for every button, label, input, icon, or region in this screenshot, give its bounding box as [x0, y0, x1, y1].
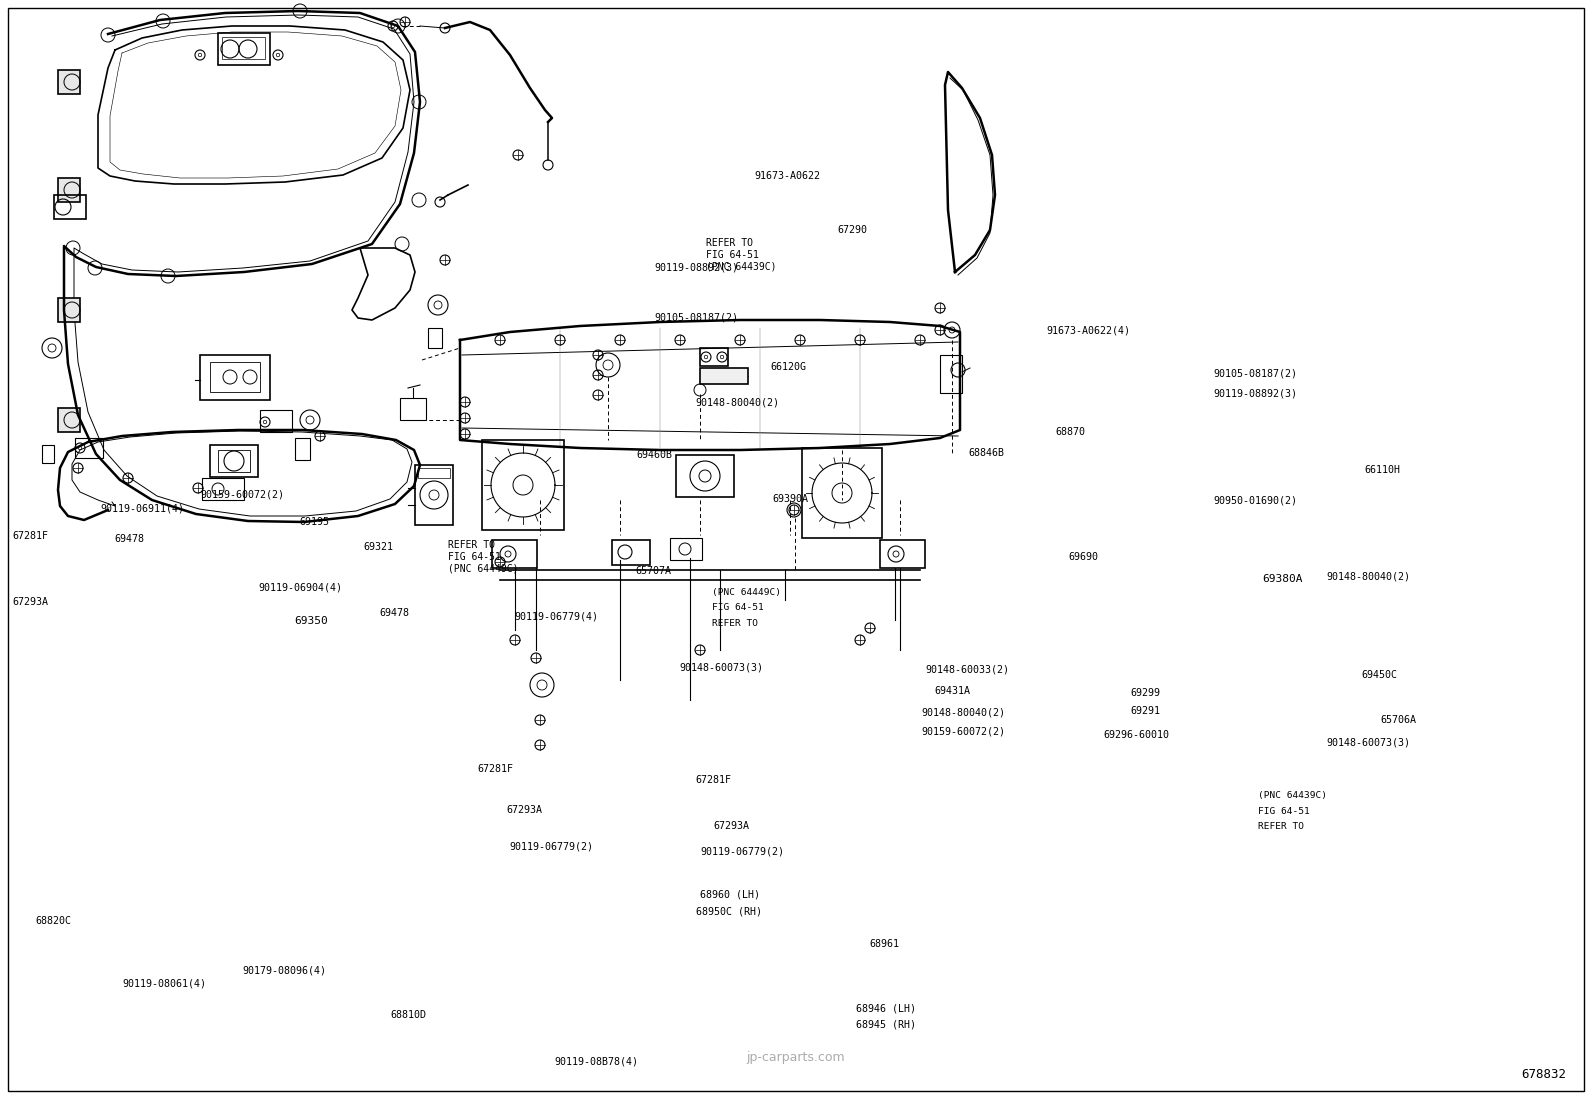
Bar [880, 540, 925, 568]
Text: 69690: 69690 [1068, 552, 1098, 563]
Bar [428, 328, 443, 348]
Text: 68961: 68961 [869, 939, 899, 950]
Text: 90119-06779(2): 90119-06779(2) [700, 846, 785, 857]
Text: 90148-80040(2): 90148-80040(2) [1326, 571, 1411, 582]
Text: 68846B: 68846B [968, 447, 1005, 458]
Text: 69390A: 69390A [772, 493, 809, 504]
Text: 69296-60010: 69296-60010 [1103, 730, 1169, 741]
Text: jp-carparts.com: jp-carparts.com [747, 1051, 845, 1064]
Text: 90159-60072(2): 90159-60072(2) [201, 489, 285, 500]
Bar [75, 439, 103, 458]
Bar [57, 408, 80, 432]
Text: 68870: 68870 [1055, 426, 1086, 437]
Text: 678832: 678832 [1522, 1068, 1567, 1081]
Bar [57, 298, 80, 322]
Text: REFER TO: REFER TO [1258, 822, 1304, 831]
Text: 90119-08892(3): 90119-08892(3) [654, 262, 739, 273]
Bar [41, 445, 54, 463]
Text: 90148-60073(3): 90148-60073(3) [680, 662, 764, 673]
Text: REFER TO: REFER TO [712, 619, 758, 628]
Text: 90148-80040(2): 90148-80040(2) [696, 397, 780, 408]
Text: 69478: 69478 [379, 608, 409, 619]
Text: 90119-06904(4): 90119-06904(4) [258, 582, 342, 593]
Bar [295, 439, 310, 460]
Text: REFER TO
FIG 64-51
(PNC 64439C): REFER TO FIG 64-51 (PNC 64439C) [705, 238, 777, 271]
Text: 90179-08096(4): 90179-08096(4) [242, 965, 326, 976]
Text: 69460B: 69460B [637, 449, 673, 460]
Text: 69380A: 69380A [1262, 574, 1302, 585]
Bar [218, 33, 271, 65]
Text: 67293A: 67293A [713, 821, 750, 832]
Text: 90159-60072(2): 90159-60072(2) [922, 726, 1006, 737]
Text: 90148-60033(2): 90148-60033(2) [925, 664, 1009, 675]
Text: 67281F: 67281F [696, 775, 732, 786]
Text: 69321: 69321 [363, 542, 393, 553]
Text: (PNC 64449C): (PNC 64449C) [712, 588, 780, 597]
Text: 69299: 69299 [1130, 688, 1161, 699]
Bar [802, 448, 882, 539]
Text: 90105-08187(2): 90105-08187(2) [654, 312, 739, 323]
Text: 68950C (RH): 68950C (RH) [696, 906, 761, 917]
Bar [611, 540, 650, 565]
Bar [416, 465, 454, 525]
Bar [400, 398, 427, 420]
Bar [677, 455, 734, 497]
Bar [482, 440, 564, 530]
Text: FIG 64-51: FIG 64-51 [712, 603, 764, 612]
Bar [210, 362, 259, 392]
Text: 90119-08B78(4): 90119-08B78(4) [554, 1056, 638, 1067]
Bar [57, 178, 80, 202]
Bar [221, 37, 264, 59]
Text: 69195: 69195 [299, 517, 330, 528]
Text: 90119-06911(4): 90119-06911(4) [100, 503, 185, 514]
Text: 90119-08061(4): 90119-08061(4) [123, 978, 207, 989]
Text: 90119-06779(4): 90119-06779(4) [514, 611, 599, 622]
Text: 66120G: 66120G [771, 362, 807, 373]
Text: 65706A: 65706A [1380, 714, 1417, 725]
Text: (PNC 64439C): (PNC 64439C) [1258, 791, 1326, 800]
Text: 68960 (LH): 68960 (LH) [700, 889, 761, 900]
Text: 67293A: 67293A [506, 804, 543, 815]
Text: 67281F: 67281F [478, 764, 514, 775]
Text: 68820C: 68820C [35, 915, 72, 926]
Text: 68945 (RH): 68945 (RH) [856, 1019, 917, 1030]
Bar [259, 410, 291, 432]
Text: 69431A: 69431A [935, 686, 971, 697]
Text: 90148-60073(3): 90148-60073(3) [1326, 737, 1411, 748]
Text: 90950-01690(2): 90950-01690(2) [1213, 495, 1297, 506]
Text: 91673-A0622(4): 91673-A0622(4) [1046, 325, 1130, 336]
Bar [419, 468, 451, 478]
Bar [492, 540, 537, 568]
Text: FIG 64-51: FIG 64-51 [1258, 807, 1310, 815]
Text: 66110H: 66110H [1364, 465, 1401, 476]
Bar [700, 368, 748, 384]
Text: 90148-80040(2): 90148-80040(2) [922, 707, 1006, 718]
Bar [939, 355, 962, 393]
Bar [57, 70, 80, 95]
Text: 90105-08187(2): 90105-08187(2) [1213, 368, 1297, 379]
Text: 67293A: 67293A [13, 597, 49, 608]
Text: 65707A: 65707A [635, 566, 672, 577]
Text: 69478: 69478 [115, 533, 145, 544]
Text: REFER TO
FIG 64-51
(PNC 64449C): REFER TO FIG 64-51 (PNC 64449C) [447, 540, 519, 574]
Text: 90119-06779(2): 90119-06779(2) [509, 841, 594, 852]
Bar [700, 348, 728, 366]
Text: 91673-A0622: 91673-A0622 [755, 170, 820, 181]
Text: 90119-08892(3): 90119-08892(3) [1213, 388, 1297, 399]
Bar [218, 449, 250, 471]
Text: 69450C: 69450C [1361, 669, 1398, 680]
Text: 68810D: 68810D [390, 1010, 427, 1021]
Text: 69350: 69350 [295, 615, 328, 626]
Bar [670, 539, 702, 560]
Text: 69291: 69291 [1130, 706, 1161, 717]
Bar [202, 478, 244, 500]
Bar [54, 195, 86, 219]
Bar [210, 445, 258, 477]
Text: 68946 (LH): 68946 (LH) [856, 1003, 917, 1014]
Text: 67281F: 67281F [13, 531, 49, 542]
Bar [201, 355, 271, 400]
Text: 67290: 67290 [837, 224, 868, 235]
